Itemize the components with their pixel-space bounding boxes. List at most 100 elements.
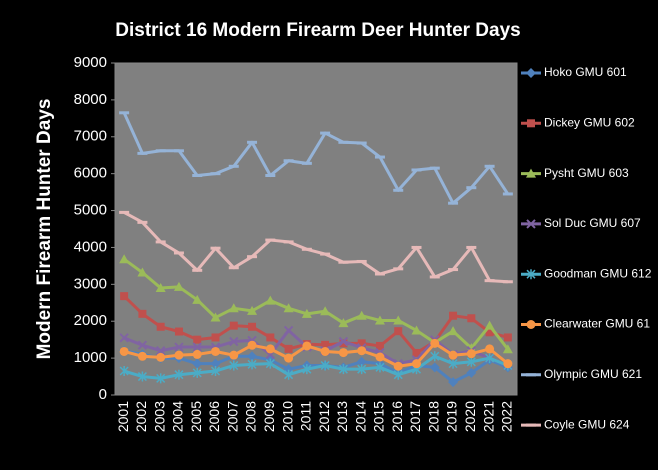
marker	[174, 369, 184, 380]
marker	[302, 341, 312, 351]
x-tick-label: 2008	[243, 401, 259, 432]
marker	[356, 356, 367, 367]
marker	[211, 333, 220, 342]
legend-label: Olympic GMU 621	[544, 367, 642, 381]
marker	[283, 325, 294, 336]
marker	[466, 367, 477, 378]
y-tick-label: 5000	[74, 202, 107, 219]
marker	[374, 315, 385, 325]
marker	[430, 351, 440, 362]
x-tick-label: 2009	[261, 401, 277, 432]
series	[119, 338, 513, 371]
marker	[283, 303, 294, 313]
series-line	[123, 354, 509, 380]
marker	[338, 364, 348, 375]
legend-label: Goodman GMU 612	[544, 266, 652, 280]
x-tick-label: 2005	[188, 401, 204, 432]
marker	[320, 360, 330, 371]
legend-label: Pysht GMU 603	[544, 166, 629, 180]
marker	[411, 325, 422, 335]
marker	[265, 358, 275, 369]
y-tick-label: 6000	[74, 165, 107, 182]
marker	[302, 364, 312, 375]
marker	[466, 349, 476, 359]
marker	[119, 346, 129, 356]
marker	[338, 348, 348, 358]
marker	[320, 346, 330, 356]
marker	[375, 352, 385, 362]
marker	[192, 367, 202, 378]
x-tick-label: 2002	[133, 401, 149, 432]
marker	[375, 362, 385, 373]
marker	[210, 312, 221, 322]
y-tick-label: 1000	[74, 349, 107, 366]
marker	[526, 320, 536, 329]
x-tick-label: 2017	[407, 401, 423, 432]
marker	[429, 362, 440, 373]
marker	[120, 292, 129, 301]
marker	[485, 344, 495, 354]
marker	[192, 294, 203, 304]
marker	[448, 350, 458, 360]
marker	[375, 341, 384, 350]
marker	[229, 321, 238, 330]
marker	[192, 342, 202, 352]
marker	[338, 336, 349, 347]
marker	[137, 340, 148, 350]
marker	[247, 340, 257, 350]
marker	[229, 350, 239, 360]
marker	[266, 333, 275, 342]
series-line	[123, 211, 508, 284]
marker	[155, 346, 166, 356]
marker	[430, 338, 440, 348]
marker	[137, 351, 147, 361]
plot-area	[114, 62, 518, 396]
x-tick-label: 2012	[316, 401, 332, 432]
marker	[265, 344, 275, 354]
series	[119, 210, 513, 284]
marker	[527, 119, 535, 128]
marker	[210, 358, 221, 369]
marker	[502, 344, 513, 354]
marker	[284, 344, 293, 353]
marker	[174, 327, 183, 336]
marker	[503, 333, 512, 342]
x-tick-label: 2020	[462, 401, 478, 432]
marker	[449, 311, 458, 320]
legend-label: Dickey GMU 602	[544, 115, 635, 129]
marker	[155, 283, 166, 293]
marker	[339, 339, 348, 348]
x-tick-label: 2021	[480, 401, 496, 432]
marker	[357, 364, 367, 375]
marker	[211, 346, 220, 356]
marker	[412, 359, 421, 369]
marker	[210, 366, 221, 377]
series	[119, 254, 513, 354]
series-line	[123, 349, 509, 384]
series	[119, 111, 513, 205]
series-line	[123, 341, 509, 368]
chart-title: District 16 Modern Firearm Deer Hunter D…	[115, 20, 520, 41]
marker	[321, 340, 330, 349]
marker	[448, 377, 459, 388]
marker	[448, 358, 458, 369]
marker	[247, 359, 257, 370]
marker	[192, 349, 202, 359]
y-tick-label: 9000	[74, 54, 107, 71]
marker	[526, 68, 536, 78]
x-tick-label: 2004	[170, 401, 186, 432]
marker	[193, 335, 202, 344]
marker	[467, 314, 476, 323]
legend-label: Coyle GMU 624	[544, 417, 630, 431]
marker	[229, 360, 239, 371]
series	[120, 292, 512, 357]
marker	[137, 371, 147, 382]
y-tick-label: 3000	[74, 275, 107, 292]
marker	[138, 309, 147, 318]
marker	[448, 326, 459, 336]
x-tick-label: 2016	[389, 401, 405, 432]
marker	[265, 295, 276, 305]
marker	[357, 339, 366, 348]
marker	[393, 361, 403, 371]
marker	[526, 168, 536, 178]
